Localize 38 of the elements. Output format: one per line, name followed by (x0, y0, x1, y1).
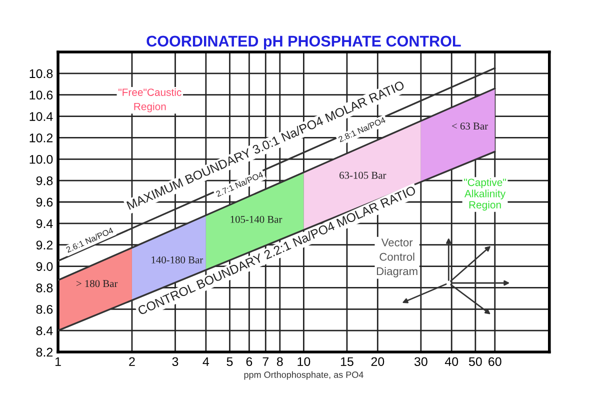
x-tick-label: 10 (298, 357, 310, 366)
x-tick-label: 5 (226, 357, 233, 366)
y-tick-label: 10.4 (30, 112, 53, 121)
x-tick-label: 60 (488, 357, 502, 366)
annotation: "Free"Caustic Region (118, 88, 182, 112)
x-tick-label: 20 (371, 357, 384, 366)
x-tick-label: 50 (468, 357, 482, 366)
y-tick-label: 9.8 (36, 176, 53, 186)
x-tick-label: 40 (444, 357, 458, 366)
x-tick-label: 2 (129, 357, 135, 366)
annotation: 105-140 Bar (230, 216, 282, 223)
y-tick-label: 10.6 (30, 90, 53, 100)
x-tick-label: 15 (340, 357, 354, 366)
x-tick-label: 4 (202, 357, 210, 366)
y-tick-label: 10.2 (30, 134, 53, 142)
y-tick-label: 10.0 (30, 154, 53, 164)
x-tick-label: 1 (55, 357, 61, 366)
x-tick-label: 7 (262, 357, 268, 366)
annotation: "Captive" Alkalinity Region (464, 178, 506, 211)
x-tick-label: 6 (246, 357, 252, 366)
y-tick-label: 9.2 (36, 240, 53, 250)
y-tick-label: 9.0 (36, 262, 53, 271)
y-tick-label: 8.4 (36, 326, 53, 336)
y-tick-label: 8.8 (36, 284, 53, 292)
x-tick-label: 3 (172, 357, 178, 366)
y-tick-label: 9.6 (36, 198, 53, 207)
y-tick-label: 10.8 (30, 69, 53, 78)
annotation: > 180 Bar (76, 280, 118, 288)
annotation: Vector Control Diagram (376, 238, 418, 278)
y-tick-label: 9.4 (36, 219, 53, 228)
chart-title: COORDINATED pH PHOSPHATE CONTROL (146, 36, 461, 50)
x-axis-title: ppm Orthophosphate, as PO4 (244, 371, 364, 380)
y-tick-label: 8.2 (36, 348, 53, 357)
annotation: < 63 Bar (452, 122, 488, 130)
x-tick-label: 30 (414, 357, 428, 366)
x-tick-label: 8 (276, 357, 283, 366)
y-tick-label: 8.6 (36, 304, 53, 314)
annotation: 63-105 Bar (340, 172, 386, 179)
